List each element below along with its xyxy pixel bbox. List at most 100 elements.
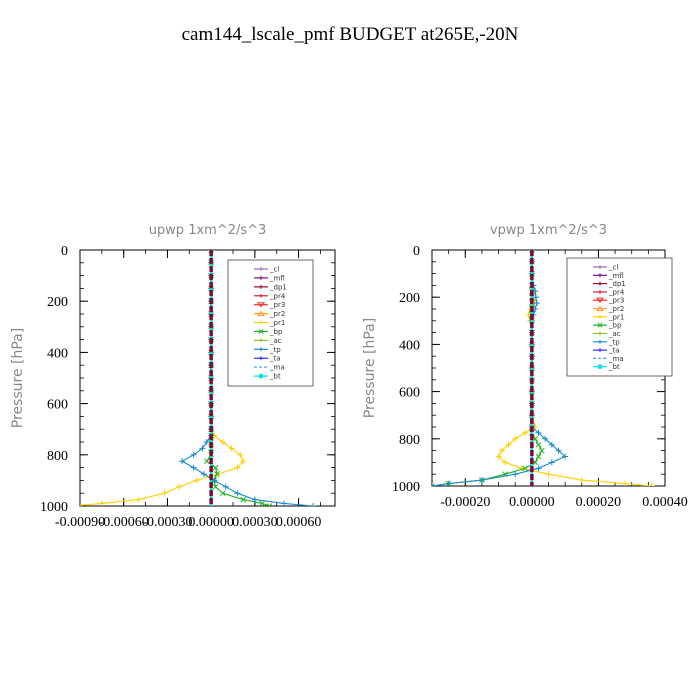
legend-box (566, 257, 673, 377)
chart-title: vpwp 1xm^2/s^3 (490, 223, 607, 238)
chart-title: upwp 1xm^2/s^3 (149, 223, 267, 238)
data-point (498, 447, 505, 454)
legend-marker (259, 275, 263, 280)
legend-item: _ta (254, 355, 281, 363)
x-tick-label: 0.00000 (188, 515, 234, 530)
legend-marker (598, 281, 602, 286)
y-tick-label: 0 (61, 244, 68, 259)
legend-label: _tp (269, 346, 281, 354)
legend-marker (598, 331, 602, 336)
data-point (555, 447, 562, 454)
y-tick-label: 800 (399, 433, 420, 448)
data-point (535, 441, 542, 448)
legend-marker (598, 289, 602, 294)
data-point (533, 300, 540, 307)
y-tick-label: 400 (47, 346, 68, 361)
data-point (203, 439, 210, 445)
data-point (219, 439, 226, 445)
data-point (502, 459, 509, 466)
legend-item: _dp1 (593, 280, 626, 288)
legend-label: _dp1 (608, 280, 626, 288)
x-tick-label: -0.00020 (440, 495, 490, 510)
legend-marker (259, 320, 263, 325)
y-tick-label: 1000 (392, 480, 420, 495)
y-tick-label: 400 (399, 338, 420, 353)
legend-marker (257, 302, 265, 308)
legend-marker (596, 297, 604, 304)
legend-label: _pr2 (608, 305, 624, 313)
data-point (445, 480, 452, 486)
legend-marker (258, 329, 264, 334)
data-point (200, 471, 207, 477)
vpwp-chart: vpwp 1xm^2/s^3 Pressure [hPa] 0 200 400 600 80… (362, 223, 688, 510)
data-point (176, 483, 183, 490)
legend-label: _bt (269, 373, 281, 381)
data-point (237, 451, 244, 458)
y-tick-label: 1000 (40, 500, 68, 515)
x-tick-label: 0.00020 (576, 495, 622, 510)
data-point (532, 294, 539, 301)
data-point (240, 458, 247, 465)
legend-label: _cl (608, 264, 618, 272)
legend-item: _pr2 (593, 305, 624, 313)
legend-item: _dp1 (254, 283, 287, 291)
legend-label: _ma (269, 364, 285, 372)
x-tick-label: -0.00030 (142, 515, 192, 530)
y-tick-label: 600 (399, 386, 420, 401)
data-point (648, 483, 655, 486)
legend-label: _mfl (269, 274, 285, 282)
data-point (522, 429, 529, 436)
data-point (203, 458, 210, 465)
y-tick-label: 600 (47, 398, 68, 413)
data-point (70, 503, 76, 509)
data-point (240, 496, 247, 503)
legend-item: _ac (593, 330, 621, 338)
upwp-chart: upwp 1xm^2/s^3 Pressure [hPa] 0 200 400 600 80… (10, 223, 336, 530)
legend-marker (259, 284, 263, 289)
data-point (190, 464, 197, 471)
legend-label: _pr2 (269, 310, 285, 318)
data-point (562, 453, 569, 460)
legend-item: _mfl (593, 272, 624, 280)
data-point (522, 465, 529, 472)
legend-item: _bp (254, 328, 283, 336)
legend-item: _mfl (254, 274, 285, 282)
legend-item: _bt (593, 363, 620, 371)
data-point (190, 451, 197, 458)
series-line-bp (432, 250, 543, 486)
data-point (535, 465, 542, 472)
legend-item: _tp (254, 346, 281, 354)
legend-label: _ac (608, 330, 621, 338)
data-point (222, 483, 229, 490)
legend-label: _pr3 (608, 297, 624, 305)
y-tick-label: 200 (47, 295, 68, 310)
legend-marker (598, 265, 602, 269)
data-point (548, 459, 555, 466)
legend-marker (258, 373, 264, 379)
data-point (495, 453, 502, 460)
legend-marker (259, 293, 263, 298)
series-group (70, 250, 317, 509)
legend: _cl_mfl_dp1_pr4_pr3_pr2_pr1_bp_ac_tp_ta_… (227, 259, 314, 387)
legend-label: _bt (608, 363, 620, 371)
legend-item: _ma (593, 355, 624, 363)
legend-marker (596, 305, 604, 312)
legend-marker (597, 364, 603, 370)
data-point (219, 490, 226, 497)
legend-label: _ma (608, 355, 624, 363)
x-tick-label: -0.00060 (99, 515, 149, 530)
data-point (193, 477, 200, 484)
legend-label: _ta (269, 355, 281, 363)
data-point (161, 490, 168, 497)
data-point (432, 483, 435, 486)
legend-item: _pr1 (593, 313, 624, 321)
data-point (266, 503, 273, 506)
legend-marker (598, 339, 602, 344)
x-tick-label: 0.00040 (642, 495, 688, 510)
legend-item: _pr2 (254, 310, 285, 318)
y-tick-label: 800 (47, 449, 68, 464)
figure-title: cam144_lscale_pmf BUDGET at265E,-20N (182, 24, 519, 45)
data-point (135, 496, 142, 503)
legend-label: _cl (269, 266, 279, 274)
data-point (622, 480, 629, 486)
